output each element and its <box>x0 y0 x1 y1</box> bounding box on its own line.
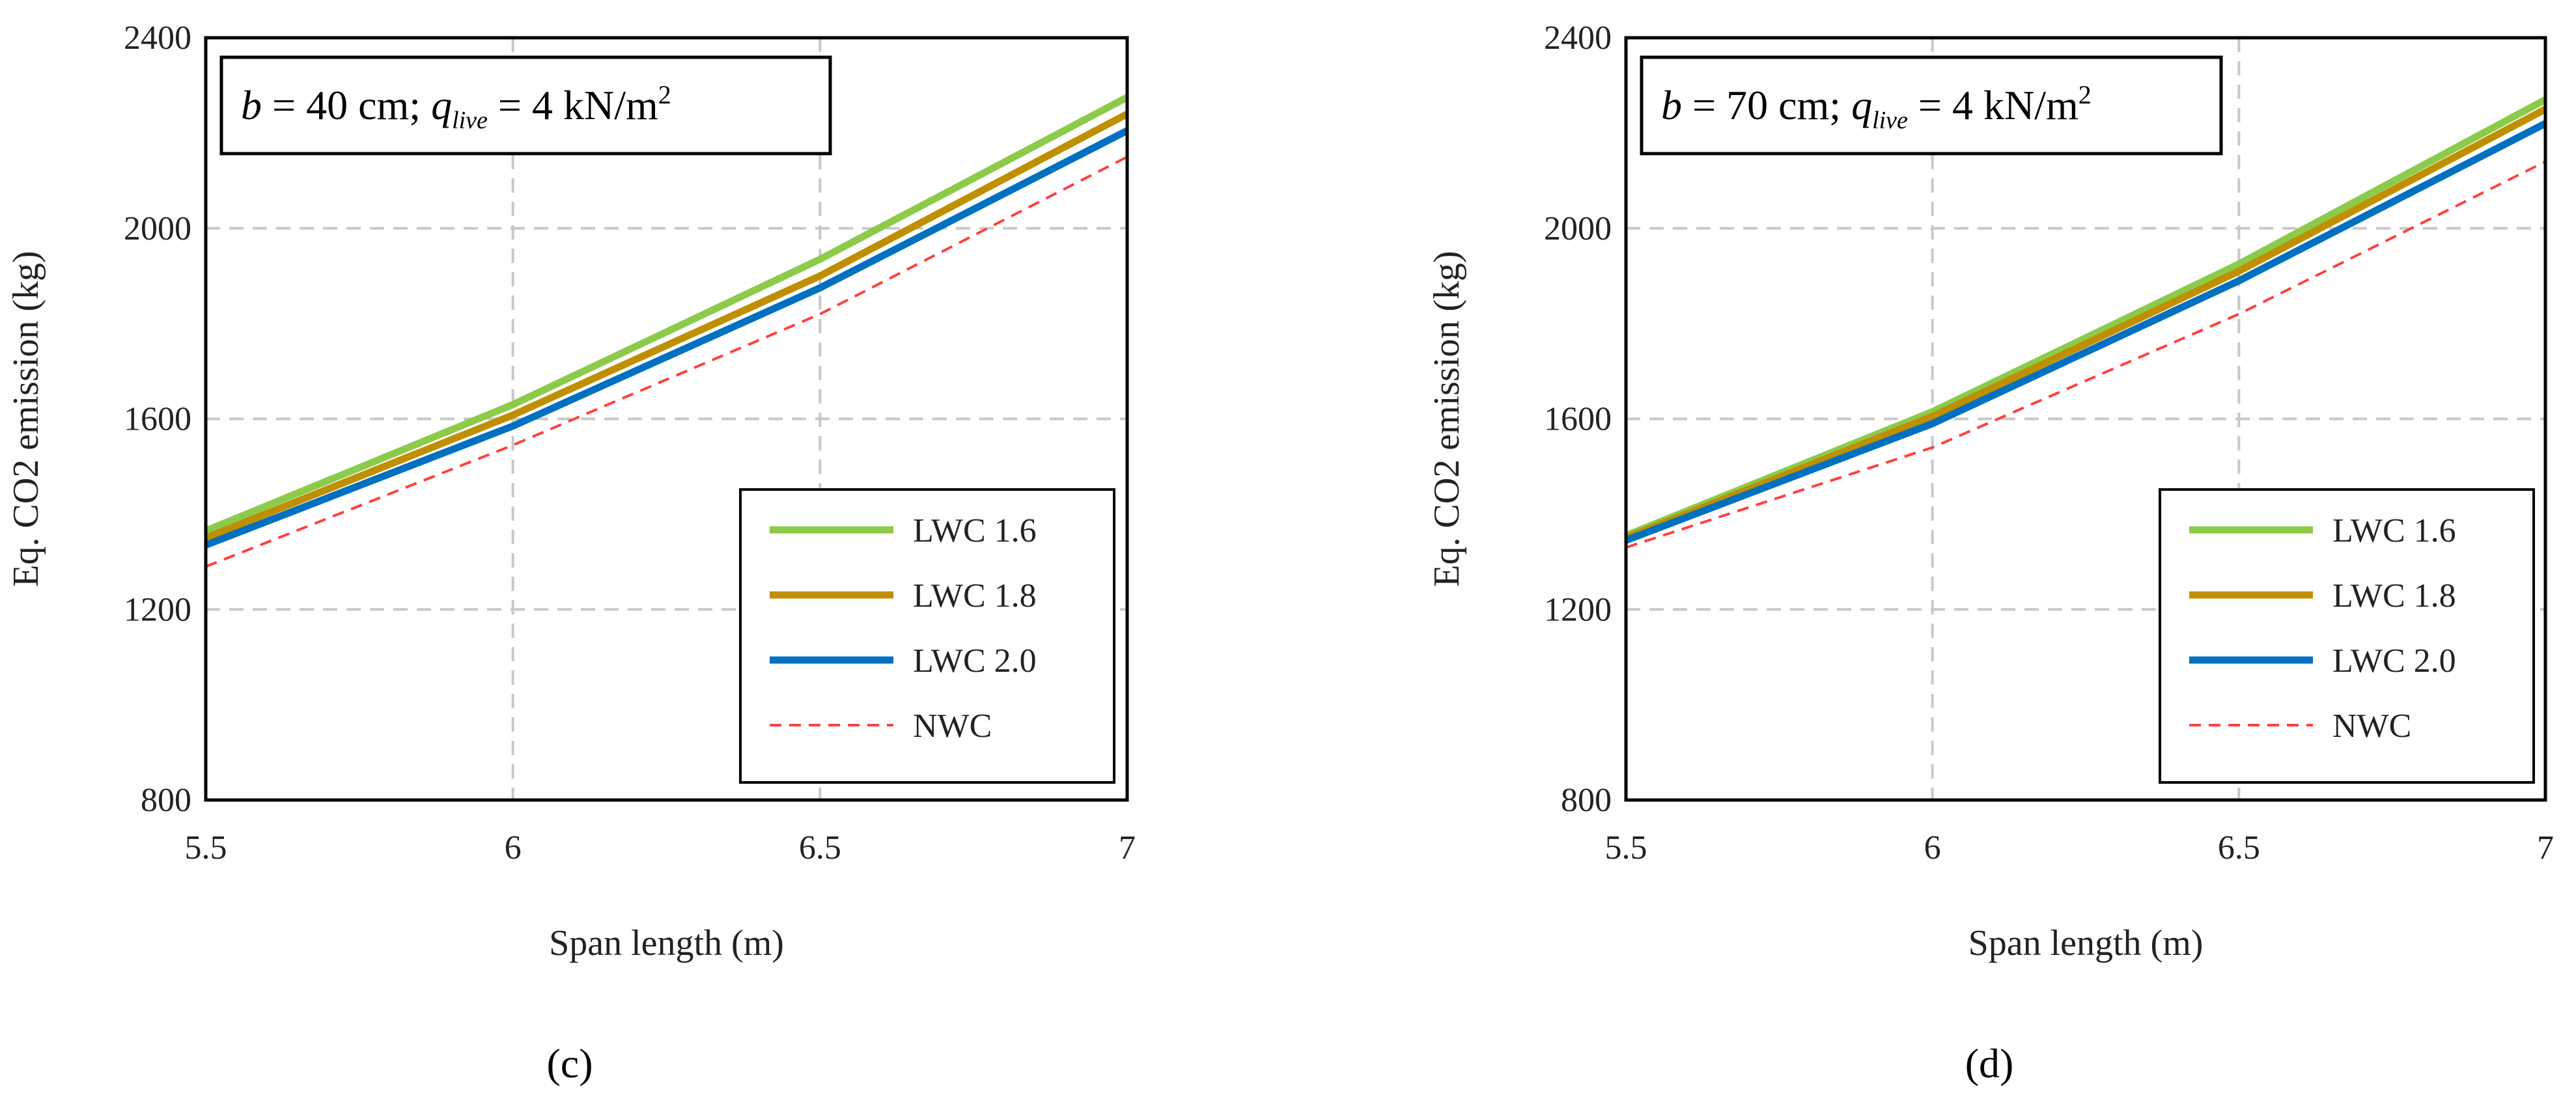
chart-panel-c: 800 1200 1600 2000 2400 5.5 6 6.5 7 Span length (… <box>6 20 1136 1086</box>
legend-box <box>739 488 1115 784</box>
x-tick-label: 7 <box>1119 829 1136 866</box>
y-axis-title: Eq. CO2 emission (kg) <box>1427 251 1467 586</box>
y-tick-label: 800 <box>141 782 191 819</box>
x-axis-title: Span length (m) <box>1968 923 2204 963</box>
panel-caption: (d) <box>1965 1040 2014 1086</box>
legend-box <box>2159 488 2535 784</box>
y-tick-label: 2000 <box>124 210 191 247</box>
x-tick-label: 7 <box>2537 829 2554 866</box>
legend: LWC 1.6 LWC 1.8 LWC 2.0 NWC <box>739 488 1115 784</box>
x-tick-label: 5.5 <box>185 829 227 866</box>
series-line-nwc <box>1625 160 2546 549</box>
legend-label: LWC 1.6 <box>913 512 1037 549</box>
annotation-text: b = 40 cm; qlive = 4 kN/m2 <box>241 80 671 134</box>
y-axis-title: Eq. CO2 emission (kg) <box>6 251 46 586</box>
annotation-box <box>219 55 832 156</box>
y-tick-label: 1200 <box>1544 591 1612 628</box>
y-tick-label: 2000 <box>1544 210 1612 247</box>
y-tick-label: 800 <box>1561 782 1612 819</box>
x-tick-label: 6 <box>505 829 522 866</box>
series-line-lwc-1-8 <box>1624 105 2547 542</box>
series-line-lwc-1-6 <box>1624 96 2547 539</box>
y-tick-label: 2400 <box>1544 20 1612 57</box>
annotation-box <box>1640 55 2223 156</box>
y-tick-label: 1200 <box>124 591 191 628</box>
annotation-text: b = 70 cm; qlive = 4 kN/m2 <box>1661 80 2092 134</box>
legend-label: LWC 2.0 <box>913 642 1037 680</box>
legend: LWC 1.6 LWC 1.8 LWC 2.0 NWC <box>2159 488 2535 784</box>
legend-label: NWC <box>913 708 992 745</box>
series-line-lwc-2-0 <box>1625 120 2547 544</box>
legend-label: LWC 1.8 <box>913 577 1037 614</box>
legend-label: NWC <box>2332 708 2411 745</box>
y-tick-label: 1600 <box>1544 401 1612 438</box>
panel-caption: (c) <box>546 1040 593 1086</box>
legend-label: LWC 1.8 <box>2332 577 2456 614</box>
series-line-lwc-2-0 <box>204 127 1129 549</box>
x-tick-label: 6 <box>1924 829 1941 866</box>
series-line-lwc-1-8 <box>204 111 1129 542</box>
plot-area-frame <box>204 36 1129 802</box>
x-axis-title: Span length (m) <box>549 923 784 963</box>
x-tick-label: 5.5 <box>1605 829 1647 866</box>
x-tick-label: 6.5 <box>799 829 841 866</box>
series-line-lwc-1-6 <box>204 94 1129 534</box>
chart-panel-d: 800 1200 1600 2000 2400 5.5 6 6.5 7 Span length (… <box>1427 20 2554 1086</box>
x-tick-label: 6.5 <box>2218 829 2260 866</box>
y-tick-label: 2400 <box>124 20 191 57</box>
series-line-nwc <box>205 156 1128 568</box>
y-tick-label: 1600 <box>124 401 191 438</box>
plot-area-frame <box>1624 36 2547 802</box>
legend-label: LWC 2.0 <box>2332 642 2456 680</box>
legend-label: LWC 1.6 <box>2332 512 2456 549</box>
